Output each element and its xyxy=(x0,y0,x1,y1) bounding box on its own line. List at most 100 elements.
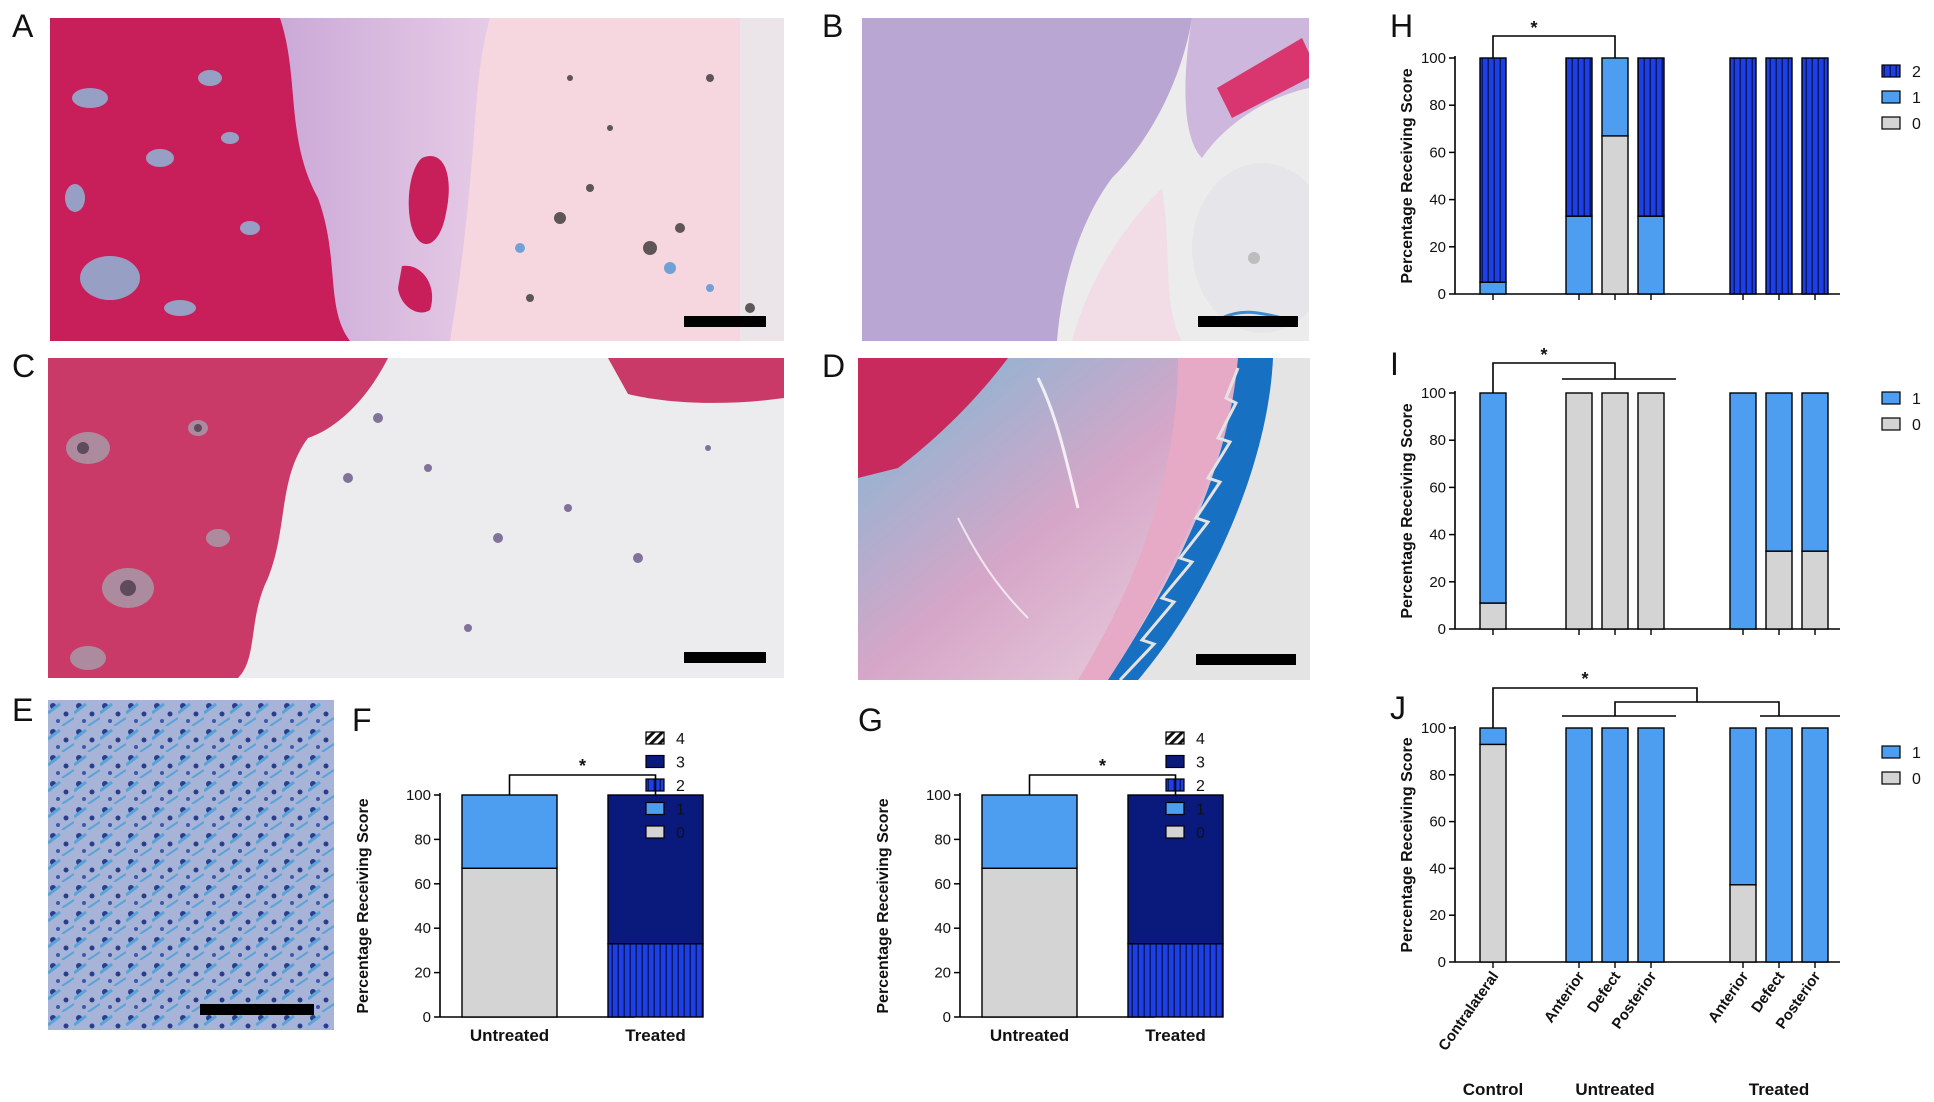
legend-label: 0 xyxy=(1912,116,1921,133)
legend-label: 1 xyxy=(1912,745,1921,762)
bar-segment xyxy=(1479,281,1507,295)
bar-segment xyxy=(1565,57,1593,217)
legend-swatch xyxy=(645,731,665,745)
legend-swatch xyxy=(1881,64,1901,78)
y-tick-label: 40 xyxy=(1429,527,1446,544)
bar-segment xyxy=(1801,392,1829,552)
y-tick-label: 40 xyxy=(414,920,431,937)
x-category-label: Anterior xyxy=(1705,968,1752,1026)
legend-swatch xyxy=(645,825,665,839)
legend-label: 0 xyxy=(1912,417,1921,434)
legend-label: 2 xyxy=(676,778,685,795)
y-tick-label: 60 xyxy=(414,876,431,893)
bar-segment xyxy=(1637,392,1665,630)
y-tick-label: 100 xyxy=(1421,720,1446,737)
micrograph-b xyxy=(862,18,1309,341)
legend-swatch xyxy=(1881,745,1901,759)
y-tick-label: 0 xyxy=(1438,286,1446,303)
y-tick-label: 20 xyxy=(1429,574,1446,591)
legend-swatch xyxy=(1881,116,1901,130)
significance-bracket xyxy=(1614,701,1780,716)
legend-swatch xyxy=(1165,801,1185,816)
chart-j: 0 20 40 60 80 100 Percentage Receiving Score 1 0… xyxy=(1400,669,1921,1099)
panel-letter-e: E xyxy=(12,692,34,728)
bar-segment xyxy=(1601,135,1629,295)
x-category-label: Untreated xyxy=(470,1026,549,1045)
y-tick-label: 20 xyxy=(1429,907,1446,924)
bar-segment xyxy=(1565,392,1593,630)
legend-swatch xyxy=(1881,771,1901,785)
legend-label: 1 xyxy=(1196,802,1205,819)
significance-bracket xyxy=(1492,35,1616,58)
legend-swatch xyxy=(645,754,665,769)
chart-h: 0 20 40 60 80 100 Percentage Receiving Score 2 1… xyxy=(1400,18,1921,303)
bar-segment xyxy=(461,794,558,869)
bar-segment xyxy=(1637,57,1665,217)
y-tick-label: 40 xyxy=(934,920,951,937)
scale-bar-e xyxy=(200,1004,314,1015)
legend-label: 1 xyxy=(1912,391,1921,408)
y-tick-label: 60 xyxy=(934,876,951,893)
legend-label: 4 xyxy=(1196,731,1205,748)
panel-letter-i: I xyxy=(1390,346,1399,382)
bar-segment xyxy=(1479,743,1507,963)
legend-swatch xyxy=(1881,417,1901,431)
micrograph-e xyxy=(48,700,334,1030)
y-tick-label: 60 xyxy=(1429,144,1446,161)
bar-segment xyxy=(1765,550,1793,630)
y-tick-label: 100 xyxy=(1421,50,1446,67)
y-tick-label: 80 xyxy=(1429,432,1446,449)
y-tick-label: 20 xyxy=(414,965,431,982)
y-tick-label: 60 xyxy=(1429,479,1446,496)
legend-label: 0 xyxy=(1912,771,1921,788)
y-tick-label: 40 xyxy=(1429,860,1446,877)
significance-bracket xyxy=(508,774,657,795)
legend-label: 0 xyxy=(1196,825,1205,842)
panel-letter-c: C xyxy=(12,348,36,384)
y-tick-label: 80 xyxy=(934,831,951,848)
y-tick-label: 40 xyxy=(1429,192,1446,209)
y-tick-label: 80 xyxy=(414,831,431,848)
bar-segment xyxy=(1127,943,1224,1018)
x-group-label: Control xyxy=(1463,1080,1523,1099)
scale-bar-b xyxy=(1198,316,1298,327)
y-tick-label: 0 xyxy=(943,1009,951,1026)
significance-star: * xyxy=(1099,756,1106,776)
x-group-label: Untreated xyxy=(1575,1080,1654,1099)
bar-segment xyxy=(1601,392,1629,630)
y-tick-label: 20 xyxy=(1429,239,1446,256)
x-category-label: Untreated xyxy=(990,1026,1069,1045)
y-tick-label: 20 xyxy=(934,965,951,982)
legend-label: 1 xyxy=(1912,90,1921,107)
x-category-label: Contralateral xyxy=(1435,969,1502,1055)
scale-bar-a xyxy=(684,316,766,327)
bar-segment xyxy=(607,943,704,1018)
bar-segment xyxy=(1479,602,1507,630)
y-axis-label: Percentage Receiving Score xyxy=(355,798,372,1013)
bar-segment xyxy=(1765,727,1793,963)
micrograph-d xyxy=(858,358,1310,680)
panel-letter-b: B xyxy=(822,8,844,44)
significance-star: * xyxy=(1581,669,1588,689)
y-axis-label: Percentage Receiving Score xyxy=(875,798,892,1013)
significance-bracket xyxy=(1492,362,1616,393)
bar-segment xyxy=(1565,215,1593,295)
y-tick-label: 80 xyxy=(1429,767,1446,784)
bar-segment xyxy=(1479,392,1507,604)
panel-letter-d: D xyxy=(822,348,846,384)
y-tick-label: 100 xyxy=(1421,385,1446,402)
legend-label: 2 xyxy=(1196,778,1205,795)
bar-segment xyxy=(1765,392,1793,552)
significance-star: * xyxy=(579,756,586,776)
legend-label: 0 xyxy=(676,825,685,842)
micrograph-c xyxy=(48,358,784,678)
y-tick-label: 0 xyxy=(423,1009,431,1026)
legend-label: 1 xyxy=(676,802,685,819)
legend-swatch xyxy=(1881,391,1901,405)
significance-star: * xyxy=(1530,18,1537,38)
bar-segment xyxy=(607,794,704,945)
significance-star: * xyxy=(1540,345,1547,365)
y-tick-label: 0 xyxy=(1438,954,1446,971)
